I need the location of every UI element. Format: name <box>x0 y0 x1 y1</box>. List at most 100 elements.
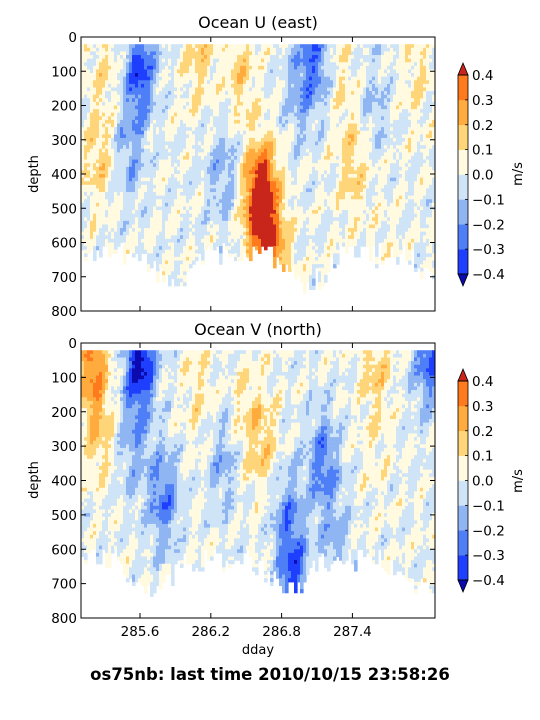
contour-cell <box>324 242 328 247</box>
contour-cell <box>294 76 298 81</box>
contour-cell <box>105 155 109 161</box>
contour-cell <box>81 231 85 236</box>
contour-cell <box>216 123 220 128</box>
contour-cell <box>105 87 109 92</box>
contour-cell <box>153 238 157 244</box>
contour-cell <box>123 238 127 244</box>
contour-cell <box>174 253 178 258</box>
contour-cell <box>168 62 172 67</box>
contour-cell <box>135 199 139 204</box>
contour-cell <box>111 65 115 71</box>
contour-cell <box>213 130 217 135</box>
contour-cell <box>156 58 160 63</box>
contour-cell <box>234 58 238 63</box>
contour-cell <box>309 184 313 190</box>
contour-cell <box>222 91 226 96</box>
contour-cell <box>315 123 319 128</box>
contour-cell <box>210 228 214 233</box>
contour-cell <box>123 137 127 143</box>
contour-cell <box>306 170 310 175</box>
contour-cell <box>306 231 310 236</box>
contour-cell <box>327 116 331 121</box>
contour-cell <box>198 192 202 197</box>
contour-cell <box>150 246 154 251</box>
contour-cell <box>240 163 244 168</box>
contour-cell <box>180 170 184 175</box>
contour-cell <box>153 83 157 89</box>
contour-cell <box>216 105 220 110</box>
contour-cell <box>270 155 274 161</box>
contour-cell <box>189 217 193 222</box>
contour-cell <box>87 130 91 135</box>
contour-cell <box>183 58 187 63</box>
contour-cell <box>252 213 256 218</box>
contour-cell <box>315 83 319 89</box>
contour-cell <box>288 224 292 229</box>
contour-cell <box>300 246 304 251</box>
contour-cell <box>324 274 328 280</box>
contour-cell <box>300 264 304 269</box>
contour-cell <box>288 69 292 74</box>
contour-cell <box>273 213 277 218</box>
contour-cell <box>153 80 157 85</box>
contour-cell <box>285 246 289 251</box>
contour-cell <box>318 220 322 226</box>
contour-cell <box>177 51 181 56</box>
contour-cell <box>273 210 277 215</box>
contour-cell <box>114 101 118 107</box>
contour-cell <box>318 264 322 269</box>
contour-cell <box>279 242 283 247</box>
contour-cell <box>258 163 262 168</box>
contour-cell <box>186 188 190 193</box>
contour-cell <box>186 249 190 254</box>
contour-cell <box>276 148 280 153</box>
contour-cell <box>195 134 199 139</box>
contour-cell <box>285 220 289 226</box>
contour-cell <box>138 174 142 179</box>
contour-cell <box>102 235 106 240</box>
contour-cell <box>114 119 118 125</box>
contour-cell <box>183 199 187 204</box>
contour-cell <box>162 109 166 114</box>
contour-cell <box>189 44 193 49</box>
contour-cell <box>93 253 97 258</box>
contour-cell <box>270 199 274 204</box>
contour-cell <box>180 256 184 262</box>
contour-cell <box>225 192 229 197</box>
contour-cell <box>126 80 130 85</box>
contour-cell <box>219 141 223 146</box>
contour-cell <box>96 80 100 85</box>
contour-cell <box>183 55 187 60</box>
contour-cell <box>180 217 184 222</box>
contour-cell <box>312 202 316 208</box>
contour-cell <box>159 159 163 164</box>
contour-cell <box>225 91 229 96</box>
contour-cell <box>213 235 217 240</box>
contour-cell <box>123 134 127 139</box>
contour-cell <box>165 202 169 208</box>
contour-cell <box>123 256 127 262</box>
contour-cell <box>144 83 148 89</box>
contour-cell <box>141 159 145 164</box>
contour-cell <box>129 44 133 49</box>
contour-cell <box>198 109 202 114</box>
contour-cell <box>135 98 139 103</box>
contour-cell <box>246 130 250 135</box>
contour-cell <box>120 73 124 78</box>
contour-cell <box>240 101 244 107</box>
contour-cell <box>156 213 160 218</box>
contour-cell <box>219 119 223 125</box>
contour-cell <box>114 238 118 244</box>
contour-cell <box>120 235 124 240</box>
contour-cell <box>243 206 247 211</box>
contour-cell <box>123 231 127 236</box>
contour-cell <box>114 159 118 164</box>
contour-cell <box>291 65 295 71</box>
contour-cell <box>273 134 277 139</box>
contour-cell <box>96 199 100 204</box>
contour-cell <box>258 242 262 247</box>
contour-cell <box>117 242 121 247</box>
contour-cell <box>87 235 91 240</box>
contour-cell <box>300 69 304 74</box>
contour-cell <box>198 199 202 204</box>
